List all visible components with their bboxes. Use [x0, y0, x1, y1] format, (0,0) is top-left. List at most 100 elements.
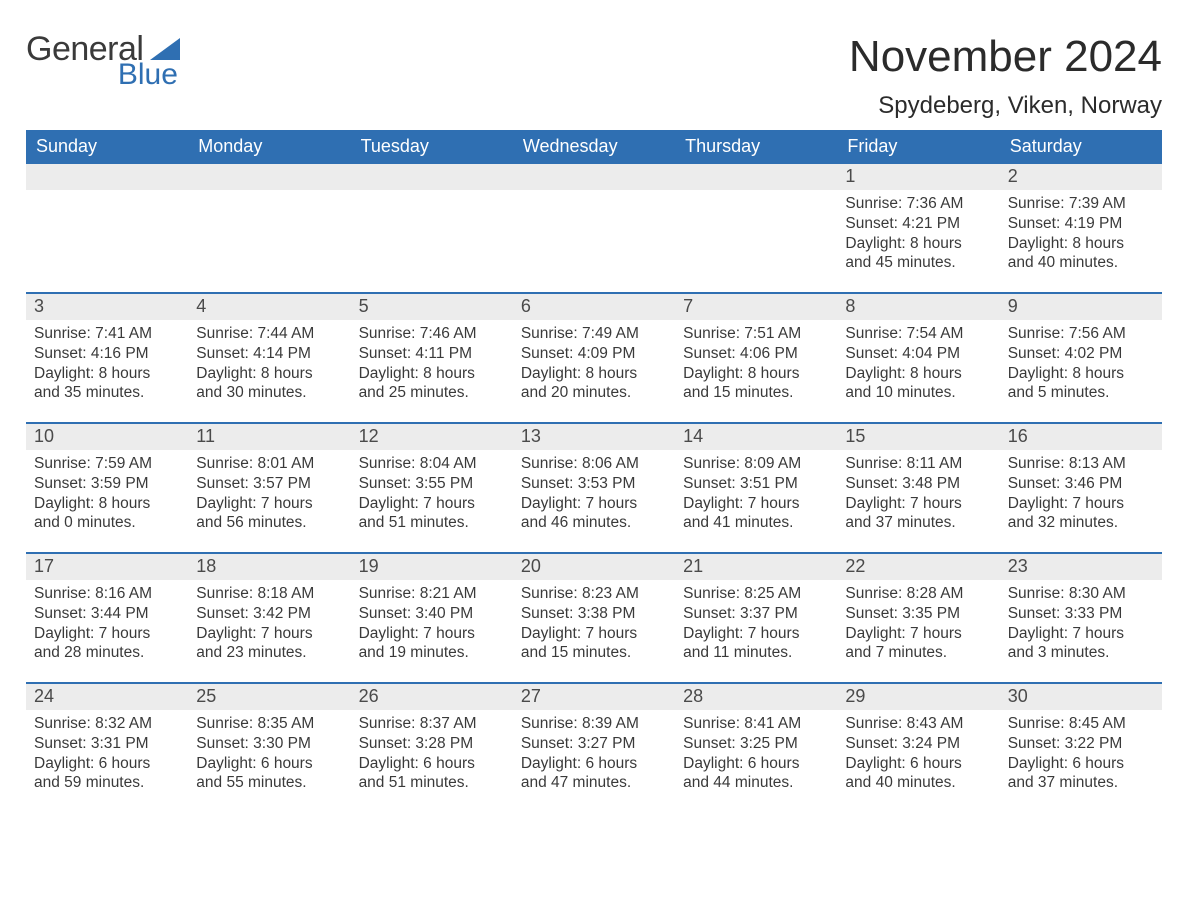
day-cell: 29Sunrise: 8:43 AMSunset: 3:24 PMDayligh… — [837, 684, 999, 812]
header-bar: General Blue November 2024 Spydeberg, Vi… — [26, 18, 1162, 120]
sunrise-text: Sunrise: 8:43 AM — [845, 714, 991, 734]
daylight-line2: and 45 minutes. — [845, 253, 991, 273]
sunset-text: Sunset: 3:46 PM — [1008, 474, 1154, 494]
sunrise-text: Sunrise: 8:35 AM — [196, 714, 342, 734]
weeks-container: 1Sunrise: 7:36 AMSunset: 4:21 PMDaylight… — [26, 164, 1162, 812]
daylight-line1: Daylight: 6 hours — [683, 754, 829, 774]
daylight-line1: Daylight: 8 hours — [359, 364, 505, 384]
day-details: Sunrise: 8:18 AMSunset: 3:42 PMDaylight:… — [188, 580, 350, 663]
weekday-header-row: SundayMondayTuesdayWednesdayThursdayFrid… — [26, 130, 1162, 164]
sunset-text: Sunset: 4:19 PM — [1008, 214, 1154, 234]
day-cell: 14Sunrise: 8:09 AMSunset: 3:51 PMDayligh… — [675, 424, 837, 552]
calendar: SundayMondayTuesdayWednesdayThursdayFrid… — [26, 130, 1162, 812]
sunset-text: Sunset: 3:42 PM — [196, 604, 342, 624]
day-details: Sunrise: 8:37 AMSunset: 3:28 PMDaylight:… — [351, 710, 513, 793]
sunrise-text: Sunrise: 8:32 AM — [34, 714, 180, 734]
daylight-line2: and 59 minutes. — [34, 773, 180, 793]
daylight-line1: Daylight: 8 hours — [845, 234, 991, 254]
day-number: 22 — [837, 554, 999, 580]
sunset-text: Sunset: 3:57 PM — [196, 474, 342, 494]
daylight-line1: Daylight: 7 hours — [521, 624, 667, 644]
sunset-text: Sunset: 3:51 PM — [683, 474, 829, 494]
location-subtitle: Spydeberg, Viken, Norway — [849, 92, 1162, 120]
title-block: November 2024 Spydeberg, Viken, Norway — [849, 18, 1162, 120]
daylight-line2: and 11 minutes. — [683, 643, 829, 663]
sunset-text: Sunset: 3:35 PM — [845, 604, 991, 624]
day-cell: 4Sunrise: 7:44 AMSunset: 4:14 PMDaylight… — [188, 294, 350, 422]
sunrise-text: Sunrise: 8:39 AM — [521, 714, 667, 734]
week-row: 24Sunrise: 8:32 AMSunset: 3:31 PMDayligh… — [26, 682, 1162, 812]
day-number: 4 — [188, 294, 350, 320]
sunrise-text: Sunrise: 8:18 AM — [196, 584, 342, 604]
sunset-text: Sunset: 4:16 PM — [34, 344, 180, 364]
daylight-line1: Daylight: 6 hours — [359, 754, 505, 774]
day-number: 10 — [26, 424, 188, 450]
daylight-line2: and 7 minutes. — [845, 643, 991, 663]
sunrise-text: Sunrise: 8:41 AM — [683, 714, 829, 734]
daylight-line1: Daylight: 7 hours — [34, 624, 180, 644]
empty-day — [675, 164, 837, 190]
daylight-line2: and 41 minutes. — [683, 513, 829, 533]
daylight-line2: and 44 minutes. — [683, 773, 829, 793]
daylight-line1: Daylight: 8 hours — [683, 364, 829, 384]
weekday-header: Friday — [837, 130, 999, 164]
sunset-text: Sunset: 3:55 PM — [359, 474, 505, 494]
sunrise-text: Sunrise: 8:30 AM — [1008, 584, 1154, 604]
brand-text: General Blue — [26, 32, 180, 90]
daylight-line1: Daylight: 7 hours — [196, 494, 342, 514]
sunset-text: Sunset: 3:48 PM — [845, 474, 991, 494]
empty-day — [351, 164, 513, 190]
day-cell — [675, 164, 837, 292]
daylight-line2: and 5 minutes. — [1008, 383, 1154, 403]
sunrise-text: Sunrise: 8:11 AM — [845, 454, 991, 474]
day-number: 20 — [513, 554, 675, 580]
weekday-header: Thursday — [675, 130, 837, 164]
week-row: 17Sunrise: 8:16 AMSunset: 3:44 PMDayligh… — [26, 552, 1162, 682]
sunrise-text: Sunrise: 7:36 AM — [845, 194, 991, 214]
day-details: Sunrise: 8:28 AMSunset: 3:35 PMDaylight:… — [837, 580, 999, 663]
day-cell: 3Sunrise: 7:41 AMSunset: 4:16 PMDaylight… — [26, 294, 188, 422]
day-number: 3 — [26, 294, 188, 320]
day-number: 26 — [351, 684, 513, 710]
sunset-text: Sunset: 3:38 PM — [521, 604, 667, 624]
weekday-header: Tuesday — [351, 130, 513, 164]
daylight-line2: and 40 minutes. — [1008, 253, 1154, 273]
day-number: 27 — [513, 684, 675, 710]
daylight-line2: and 47 minutes. — [521, 773, 667, 793]
day-cell: 1Sunrise: 7:36 AMSunset: 4:21 PMDaylight… — [837, 164, 999, 292]
sunset-text: Sunset: 3:37 PM — [683, 604, 829, 624]
daylight-line2: and 15 minutes. — [521, 643, 667, 663]
day-details: Sunrise: 8:35 AMSunset: 3:30 PMDaylight:… — [188, 710, 350, 793]
sunrise-text: Sunrise: 8:13 AM — [1008, 454, 1154, 474]
day-number: 23 — [1000, 554, 1162, 580]
sunrise-text: Sunrise: 7:56 AM — [1008, 324, 1154, 344]
daylight-line2: and 37 minutes. — [1008, 773, 1154, 793]
day-cell: 5Sunrise: 7:46 AMSunset: 4:11 PMDaylight… — [351, 294, 513, 422]
day-number: 12 — [351, 424, 513, 450]
day-number: 17 — [26, 554, 188, 580]
day-details: Sunrise: 8:25 AMSunset: 3:37 PMDaylight:… — [675, 580, 837, 663]
daylight-line2: and 10 minutes. — [845, 383, 991, 403]
sunset-text: Sunset: 4:14 PM — [196, 344, 342, 364]
daylight-line2: and 37 minutes. — [845, 513, 991, 533]
daylight-line1: Daylight: 8 hours — [845, 364, 991, 384]
day-cell — [351, 164, 513, 292]
day-details: Sunrise: 7:41 AMSunset: 4:16 PMDaylight:… — [26, 320, 188, 403]
daylight-line2: and 20 minutes. — [521, 383, 667, 403]
day-cell: 8Sunrise: 7:54 AMSunset: 4:04 PMDaylight… — [837, 294, 999, 422]
empty-day — [26, 164, 188, 190]
daylight-line1: Daylight: 7 hours — [521, 494, 667, 514]
daylight-line2: and 56 minutes. — [196, 513, 342, 533]
sunrise-text: Sunrise: 7:46 AM — [359, 324, 505, 344]
daylight-line2: and 19 minutes. — [359, 643, 505, 663]
day-number: 2 — [1000, 164, 1162, 190]
day-details: Sunrise: 7:54 AMSunset: 4:04 PMDaylight:… — [837, 320, 999, 403]
week-row: 3Sunrise: 7:41 AMSunset: 4:16 PMDaylight… — [26, 292, 1162, 422]
daylight-line1: Daylight: 8 hours — [196, 364, 342, 384]
weekday-header: Sunday — [26, 130, 188, 164]
day-details: Sunrise: 8:23 AMSunset: 3:38 PMDaylight:… — [513, 580, 675, 663]
sunrise-text: Sunrise: 8:45 AM — [1008, 714, 1154, 734]
day-cell: 13Sunrise: 8:06 AMSunset: 3:53 PMDayligh… — [513, 424, 675, 552]
day-cell: 6Sunrise: 7:49 AMSunset: 4:09 PMDaylight… — [513, 294, 675, 422]
page-title: November 2024 — [849, 32, 1162, 82]
